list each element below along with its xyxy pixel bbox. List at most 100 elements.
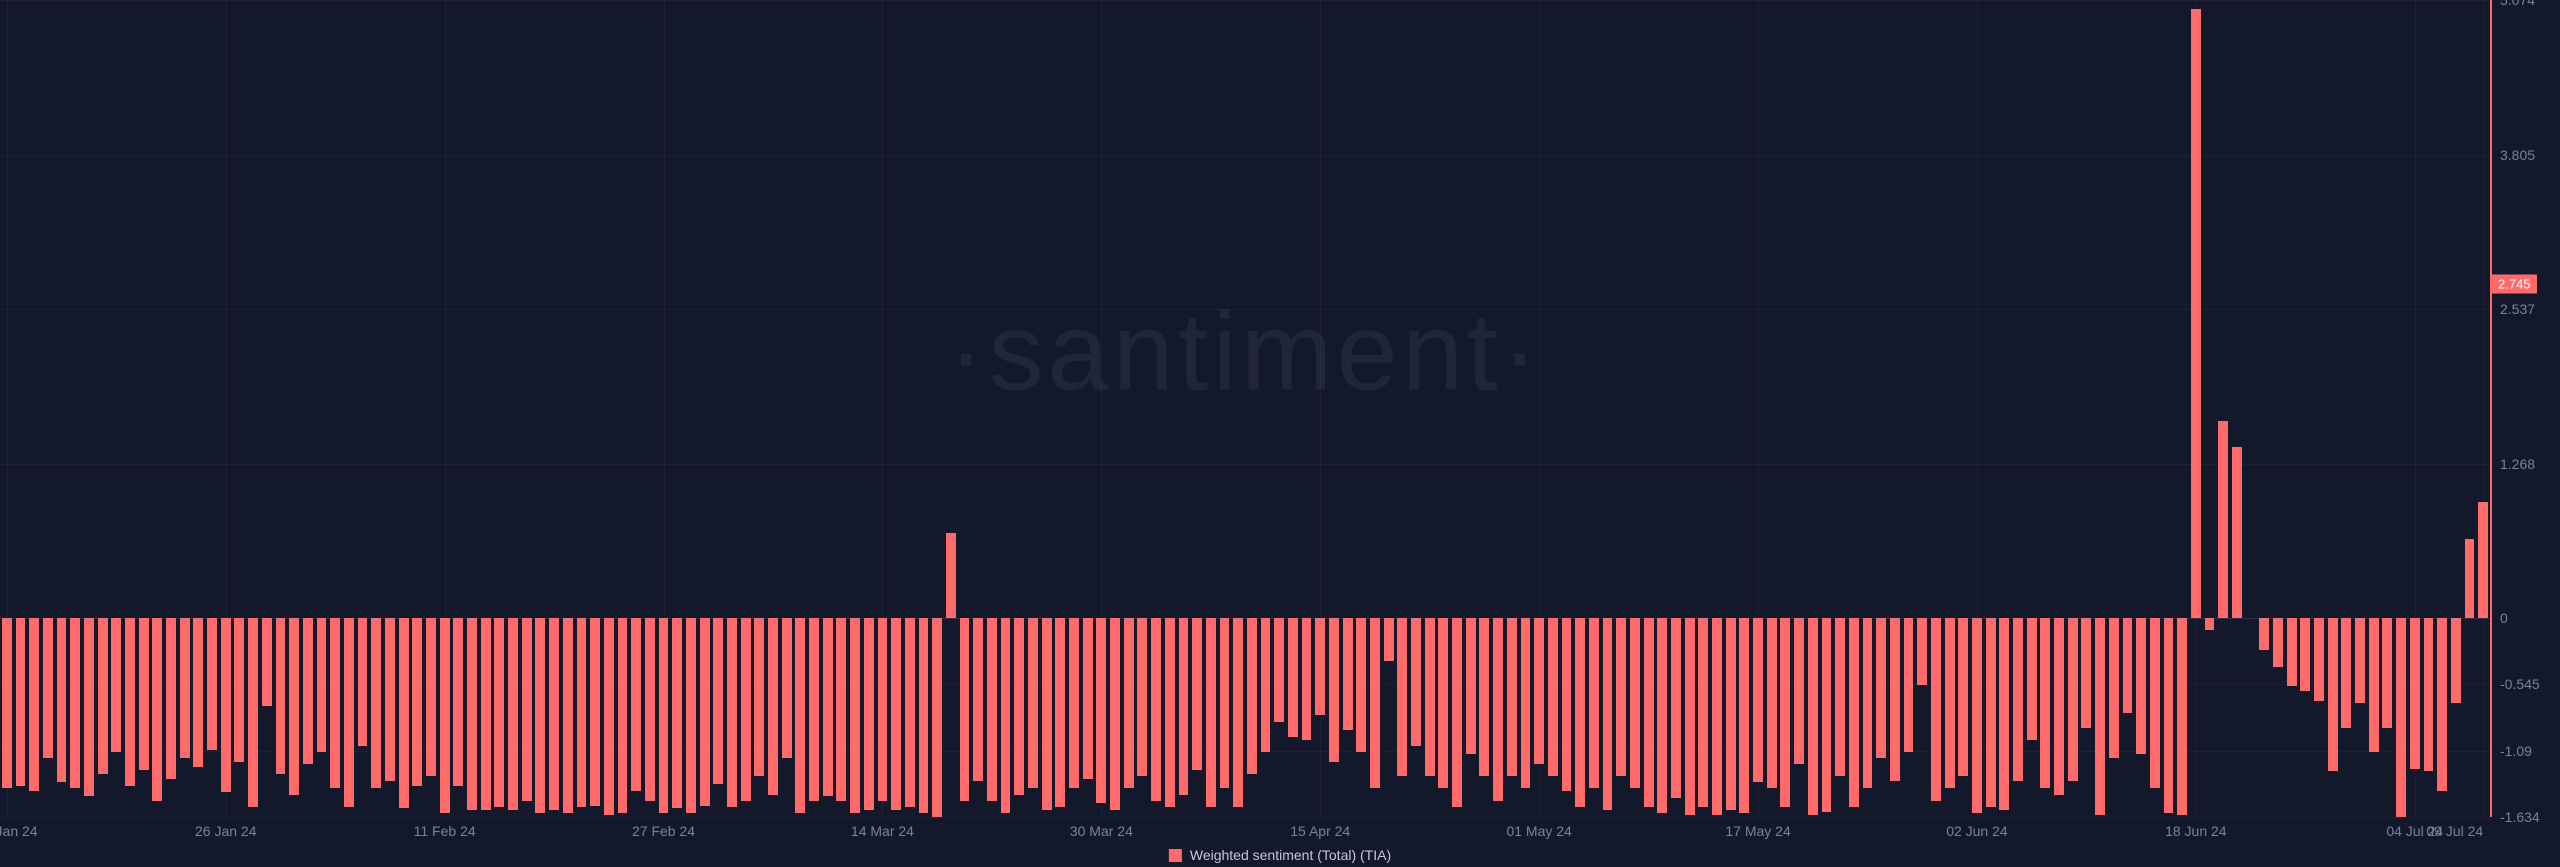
bar[interactable] bbox=[1603, 618, 1613, 810]
bar[interactable] bbox=[221, 618, 231, 792]
bar[interactable] bbox=[1945, 618, 1955, 789]
bar[interactable] bbox=[29, 618, 39, 791]
bar[interactable] bbox=[1616, 618, 1626, 776]
bar[interactable] bbox=[1548, 618, 1558, 776]
bar[interactable] bbox=[700, 618, 710, 806]
bar[interactable] bbox=[16, 618, 26, 786]
bar[interactable] bbox=[1780, 618, 1790, 807]
bar[interactable] bbox=[1083, 618, 1093, 779]
bar[interactable] bbox=[1657, 618, 1667, 813]
bar[interactable] bbox=[2081, 618, 2091, 728]
bar[interactable] bbox=[577, 618, 587, 807]
bar[interactable] bbox=[1165, 618, 1175, 807]
bar[interactable] bbox=[166, 618, 176, 779]
bar[interactable] bbox=[864, 618, 874, 810]
bar[interactable] bbox=[1220, 618, 1230, 789]
bar[interactable] bbox=[248, 618, 258, 807]
bar[interactable] bbox=[1302, 618, 1312, 740]
bar[interactable] bbox=[563, 618, 573, 813]
bar[interactable] bbox=[426, 618, 436, 776]
bar[interactable] bbox=[535, 618, 545, 813]
bar[interactable] bbox=[111, 618, 121, 752]
bar[interactable] bbox=[2, 618, 12, 789]
bar[interactable] bbox=[2164, 618, 2174, 813]
bar[interactable] bbox=[1055, 618, 1065, 807]
bar[interactable] bbox=[1261, 618, 1271, 752]
bar[interactable] bbox=[358, 618, 368, 746]
bar[interactable] bbox=[713, 618, 723, 784]
bar[interactable] bbox=[276, 618, 286, 774]
bar[interactable] bbox=[1069, 618, 1079, 789]
bar[interactable] bbox=[1712, 618, 1722, 815]
bar[interactable] bbox=[1411, 618, 1421, 746]
bar[interactable] bbox=[1562, 618, 1572, 791]
bar[interactable] bbox=[1739, 618, 1749, 813]
bar[interactable] bbox=[2259, 618, 2269, 650]
bar[interactable] bbox=[453, 618, 463, 786]
bar[interactable] bbox=[1917, 618, 1927, 685]
bar[interactable] bbox=[1233, 618, 1243, 807]
bar[interactable] bbox=[1042, 618, 1052, 810]
bar[interactable] bbox=[1370, 618, 1380, 789]
bar[interactable] bbox=[768, 618, 778, 795]
bar[interactable] bbox=[84, 618, 94, 796]
bar[interactable] bbox=[659, 618, 669, 813]
bar[interactable] bbox=[618, 618, 628, 813]
bar[interactable] bbox=[836, 618, 846, 801]
bar[interactable] bbox=[262, 618, 272, 706]
bar[interactable] bbox=[412, 618, 422, 786]
bar[interactable] bbox=[1274, 618, 1284, 722]
bar[interactable] bbox=[2123, 618, 2133, 713]
bar[interactable] bbox=[70, 618, 80, 789]
bar[interactable] bbox=[2177, 618, 2187, 815]
bar[interactable] bbox=[180, 618, 190, 758]
bar[interactable] bbox=[2478, 502, 2488, 618]
bar[interactable] bbox=[152, 618, 162, 801]
bar[interactable] bbox=[1438, 618, 1448, 789]
bar[interactable] bbox=[2300, 618, 2310, 691]
bar[interactable] bbox=[1644, 618, 1654, 807]
bar[interactable] bbox=[1096, 618, 1106, 803]
bar[interactable] bbox=[2068, 618, 2078, 781]
bar[interactable] bbox=[727, 618, 737, 807]
bar[interactable] bbox=[1794, 618, 1804, 764]
bar[interactable] bbox=[1151, 618, 1161, 801]
bar[interactable] bbox=[1931, 618, 1941, 801]
bar[interactable] bbox=[2205, 618, 2215, 630]
bar[interactable] bbox=[590, 618, 600, 806]
bar[interactable] bbox=[2410, 618, 2420, 769]
bar[interactable] bbox=[987, 618, 997, 801]
bar[interactable] bbox=[399, 618, 409, 808]
bar[interactable] bbox=[1999, 618, 2009, 810]
bar[interactable] bbox=[385, 618, 395, 781]
bar[interactable] bbox=[2287, 618, 2297, 686]
bar[interactable] bbox=[1767, 618, 1777, 789]
bar[interactable] bbox=[1521, 618, 1531, 789]
bar[interactable] bbox=[1014, 618, 1024, 795]
bar[interactable] bbox=[57, 618, 67, 782]
bar[interactable] bbox=[878, 618, 888, 801]
bar[interactable] bbox=[371, 618, 381, 789]
bar[interactable] bbox=[1493, 618, 1503, 801]
bar[interactable] bbox=[891, 618, 901, 810]
bar[interactable] bbox=[1137, 618, 1147, 776]
bar[interactable] bbox=[2382, 618, 2392, 728]
bar[interactable] bbox=[1904, 618, 1914, 752]
bar[interactable] bbox=[2341, 618, 2351, 728]
bar[interactable] bbox=[919, 618, 929, 813]
bar[interactable] bbox=[686, 618, 696, 813]
bar[interactable] bbox=[1028, 618, 1038, 789]
bar[interactable] bbox=[344, 618, 354, 807]
bar[interactable] bbox=[2040, 618, 2050, 789]
bar[interactable] bbox=[2451, 618, 2461, 703]
bar[interactable] bbox=[2027, 618, 2037, 740]
bar[interactable] bbox=[1452, 618, 1462, 807]
bar[interactable] bbox=[1179, 618, 1189, 795]
bar[interactable] bbox=[1507, 618, 1517, 776]
bar[interactable] bbox=[2218, 421, 2228, 618]
bar[interactable] bbox=[645, 618, 655, 801]
bar[interactable] bbox=[1972, 618, 1982, 813]
bar[interactable] bbox=[289, 618, 299, 795]
bar[interactable] bbox=[1753, 618, 1763, 782]
bar[interactable] bbox=[1726, 618, 1736, 810]
